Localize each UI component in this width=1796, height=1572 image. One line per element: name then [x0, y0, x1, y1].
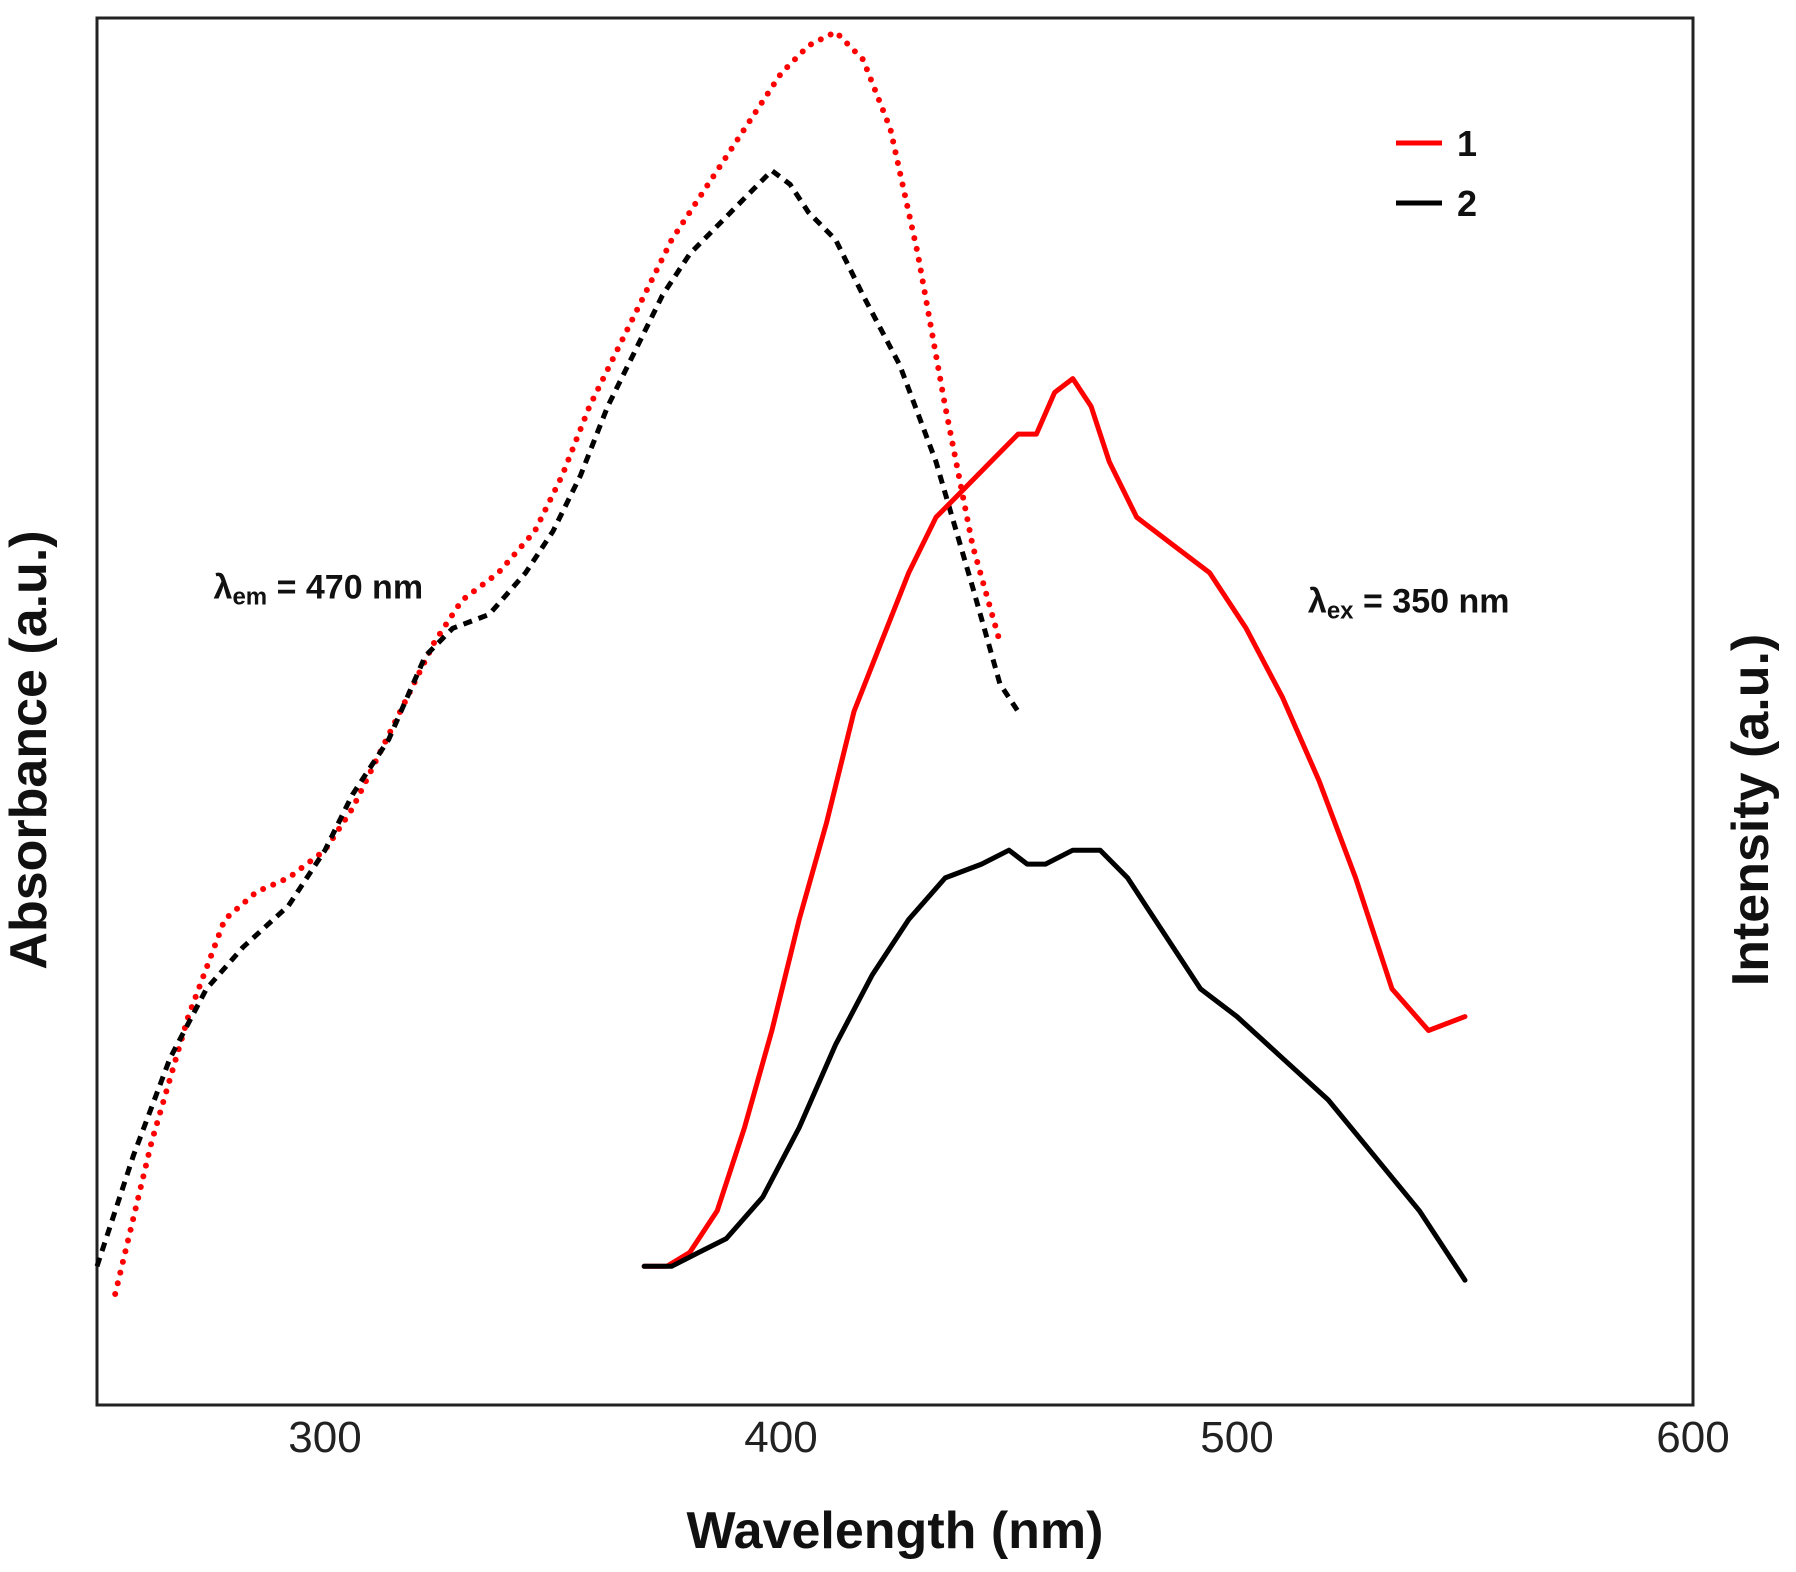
annotation-lambda-em: λem = 470 nm	[214, 569, 424, 611]
legend: 12	[1396, 123, 1477, 224]
right-y-axis-label: Intensity (a.u.)	[1722, 634, 1780, 986]
series-absorbance-2-line	[94, 168, 1021, 1268]
x-tick-labels: 300 400 500 600	[288, 1413, 1729, 1462]
legend-label-2: 2	[1457, 183, 1477, 224]
legend-label-1: 1	[1457, 123, 1477, 164]
annotation-lambda-ex: λex = 350 nm	[1308, 583, 1510, 625]
series-absorbance-1-line	[112, 28, 1003, 1297]
x-tick-500: 500	[1200, 1413, 1273, 1462]
plot-frame	[95, 16, 1695, 1407]
series-emission-1-line	[641, 376, 1468, 1269]
annotations: λem = 470 nm λex = 350 nm	[214, 569, 1510, 625]
left-y-axis-label: Absorbance (a.u.)	[0, 530, 58, 969]
series-layer	[94, 28, 1468, 1297]
x-axis-label: Wavelength (nm)	[687, 1502, 1104, 1560]
series-emission-2-line	[641, 847, 1468, 1283]
x-tick-600: 600	[1656, 1413, 1729, 1462]
x-tick-400: 400	[744, 1413, 817, 1462]
x-tick-300: 300	[288, 1413, 361, 1462]
